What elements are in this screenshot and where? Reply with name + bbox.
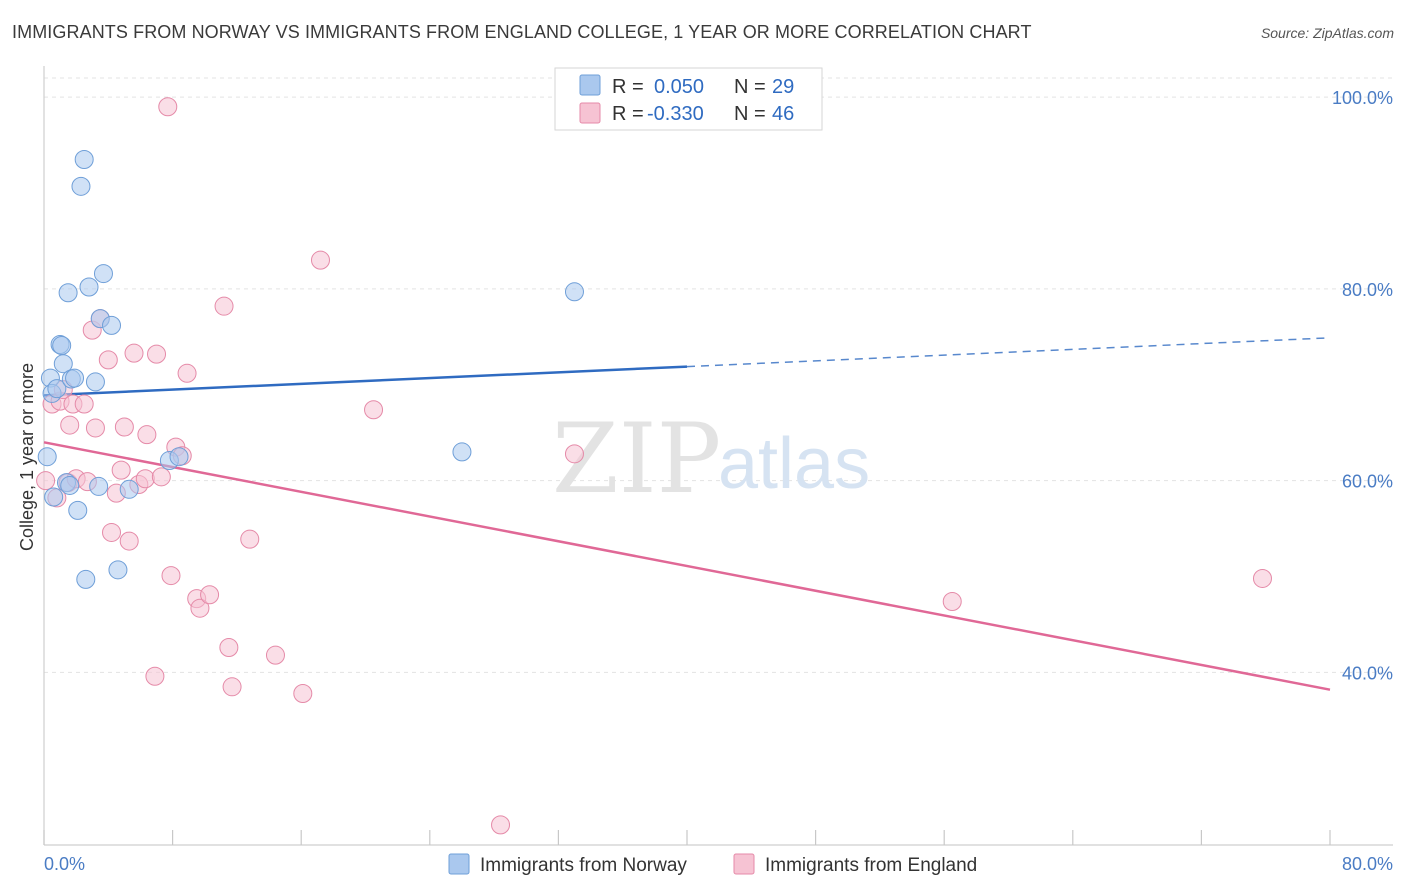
england-point <box>219 637 239 657</box>
england-point <box>942 591 962 611</box>
series-legend-label-norway: Immigrants from Norway <box>480 855 687 876</box>
england-point <box>147 344 167 364</box>
norway-point <box>53 354 73 374</box>
norway-point <box>47 379 67 399</box>
stats-legend: R = 0.050 N = 29 R = -0.330 N = 46 <box>554 67 823 131</box>
legend-swatch-england <box>579 102 601 124</box>
england-point <box>214 296 234 316</box>
england-point <box>36 471 56 491</box>
england-point <box>364 400 384 420</box>
y-tick-label: 80.0% <box>1342 280 1393 300</box>
legend-n-label-norway: N = <box>734 76 766 98</box>
legend-r-value-norway: 0.050 <box>654 76 704 98</box>
england-point <box>124 343 144 363</box>
england-point <box>114 417 134 437</box>
y-tick-labels: 40.0% 60.0% 80.0% 100.0% <box>1332 88 1393 683</box>
points-layer <box>36 97 1272 835</box>
england-point <box>310 250 330 270</box>
norway-point <box>65 368 85 388</box>
england-point <box>222 677 242 697</box>
norway-point <box>79 277 99 297</box>
legend-n-value-england: 46 <box>772 103 794 125</box>
norway-point <box>52 335 72 355</box>
england-point <box>177 363 197 383</box>
legend-n-label-england: N = <box>734 103 766 125</box>
legend-r-label-england: R = <box>612 103 644 125</box>
england-point <box>158 97 178 117</box>
legend-n-value-norway: 29 <box>772 76 794 98</box>
x-tick-label-max: 80.0% <box>1342 854 1393 874</box>
legend-swatch-norway <box>579 74 601 96</box>
norway-point <box>68 500 88 520</box>
trend-line-norway <box>43 365 688 397</box>
chart-title: IMMIGRANTS FROM NORWAY VS IMMIGRANTS FRO… <box>12 22 1032 42</box>
england-point <box>1252 568 1272 588</box>
series-legend-swatch-england <box>733 853 755 875</box>
england-point <box>135 469 155 489</box>
watermark: ZIP atlas <box>552 403 870 515</box>
norway-point <box>60 475 80 495</box>
england-point <box>200 585 220 605</box>
y-tick-label: 40.0% <box>1342 663 1393 683</box>
england-point <box>98 350 118 370</box>
legend-r-value-england: -0.330 <box>647 103 704 125</box>
england-point <box>137 425 157 445</box>
norway-point <box>44 487 64 507</box>
norway-point <box>102 315 122 335</box>
england-point <box>190 598 210 618</box>
norway-point <box>76 569 96 589</box>
england-point <box>240 529 260 549</box>
norway-point <box>452 442 472 462</box>
norway-point <box>119 479 139 499</box>
trend-line-norway-extension <box>686 337 1331 368</box>
norway-point <box>85 372 105 392</box>
grid-layer <box>44 77 1393 673</box>
norway-point <box>169 447 189 467</box>
norway-point <box>71 176 91 196</box>
england-point <box>145 666 165 686</box>
trend-line-england <box>43 441 1331 691</box>
england-point <box>60 415 80 435</box>
norway-point <box>37 447 57 467</box>
y-axis-label: College, 1 year or more <box>17 363 37 551</box>
x-tick-label-min: 0.0% <box>44 854 85 874</box>
watermark-atlas: atlas <box>718 424 870 504</box>
series-legend-label-england: Immigrants from England <box>765 855 977 876</box>
england-point <box>564 444 584 464</box>
series-legend: Immigrants from Norway Immigrants from E… <box>448 853 977 876</box>
norway-point <box>108 560 128 580</box>
source-label: Source: ZipAtlas.com <box>1260 25 1394 41</box>
england-point <box>293 684 313 704</box>
norway-point <box>58 283 78 303</box>
y-tick-label: 100.0% <box>1332 88 1393 108</box>
england-point <box>151 467 171 487</box>
england-point <box>491 815 511 835</box>
norway-point <box>564 282 584 302</box>
england-point <box>161 566 181 586</box>
norway-point <box>93 264 113 284</box>
y-tick-label: 60.0% <box>1342 472 1393 492</box>
norway-point <box>74 149 94 169</box>
england-point <box>102 522 122 542</box>
series-legend-swatch-norway <box>448 853 470 875</box>
england-point <box>265 645 285 665</box>
england-point <box>85 418 105 438</box>
legend-r-label-norway: R = <box>612 76 644 98</box>
england-point <box>119 531 139 551</box>
norway-point <box>89 476 109 496</box>
england-point <box>111 460 131 480</box>
england-point <box>74 394 94 414</box>
trend-layer <box>43 337 1331 691</box>
